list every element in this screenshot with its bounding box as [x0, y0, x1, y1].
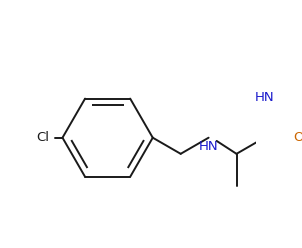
- Text: O: O: [294, 131, 302, 144]
- Text: Cl: Cl: [36, 131, 49, 144]
- Text: HN: HN: [199, 140, 218, 153]
- Text: HN: HN: [255, 91, 274, 104]
